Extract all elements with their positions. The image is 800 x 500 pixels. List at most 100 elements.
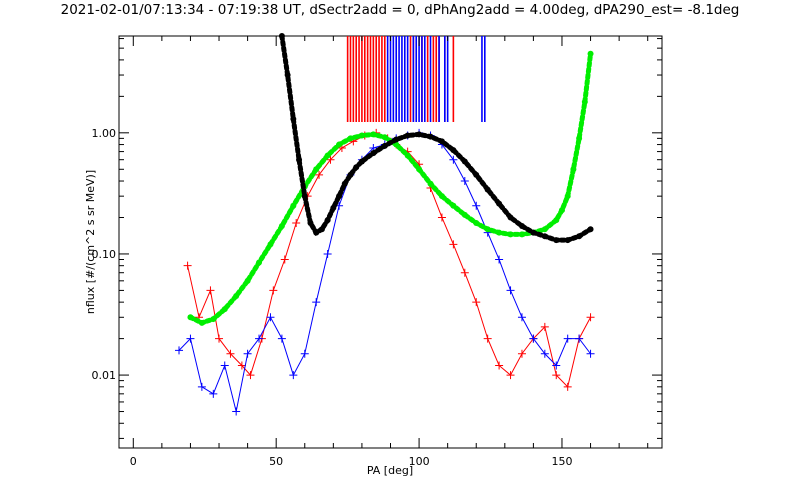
data-point-red: [563, 382, 572, 391]
data-point-red: [326, 155, 335, 164]
x-tick-label: 100: [409, 455, 430, 468]
data-point-green: [564, 193, 571, 200]
chart-title: 2021-02-01/07:13:34 - 07:19:38 UT, dSect…: [61, 2, 740, 18]
data-point-green: [484, 226, 491, 233]
data-point-red: [495, 361, 504, 370]
data-point-green: [347, 135, 354, 142]
data-point-black: [427, 133, 434, 140]
data-point-blue: [300, 349, 309, 358]
data-point-blue: [552, 361, 561, 370]
data-point-red: [280, 255, 289, 264]
data-point-black: [484, 186, 491, 193]
data-point-blue: [517, 313, 526, 322]
data-point-green: [358, 132, 365, 139]
data-point-green: [518, 231, 525, 238]
data-point-green: [244, 277, 251, 284]
data-point-black: [278, 33, 285, 39]
data-point-red: [215, 334, 224, 343]
data-point-green: [267, 241, 274, 248]
data-point-red: [292, 219, 301, 228]
data-point-green: [541, 226, 548, 233]
data-point-black: [404, 132, 411, 139]
data-point-green: [233, 292, 240, 299]
data-point-green: [336, 141, 343, 148]
data-point-black: [553, 237, 560, 244]
data-point-blue: [255, 334, 264, 343]
data-point-red: [506, 371, 515, 380]
data-point-black: [296, 156, 303, 163]
data-point-green: [404, 152, 411, 159]
data-point-blue: [277, 334, 286, 343]
data-point-green: [313, 166, 320, 173]
data-point-blue: [197, 382, 206, 391]
data-point-green: [507, 231, 514, 238]
data-point-black: [301, 193, 308, 200]
data-point-green: [290, 202, 297, 209]
data-point-red: [460, 268, 469, 277]
data-point-black: [530, 229, 537, 236]
data-point-blue: [586, 349, 595, 358]
data-point-black: [353, 164, 360, 171]
data-point-blue: [506, 286, 515, 295]
data-point-black: [284, 72, 291, 79]
data-point-blue: [186, 334, 195, 343]
data-point-blue: [529, 334, 538, 343]
data-point-green: [570, 166, 577, 173]
data-point-black: [450, 147, 457, 154]
data-point-black: [507, 214, 514, 221]
data-point-green: [221, 306, 228, 313]
data-point-red: [586, 313, 595, 322]
data-point-blue: [323, 249, 332, 258]
data-point-black: [336, 193, 343, 200]
data-point-red: [206, 286, 215, 295]
data-point-green: [210, 316, 217, 323]
data-point-red: [483, 334, 492, 343]
data-point-black: [438, 138, 445, 145]
data-point-green: [496, 229, 503, 236]
data-point-red: [552, 371, 561, 380]
data-point-green: [581, 98, 588, 105]
data-point-black: [381, 142, 388, 149]
y-axis-label: nflux [#/(cm^2 s sr MeV)]: [84, 170, 97, 314]
rug-ticks: [346, 36, 486, 122]
data-point-red: [226, 349, 235, 358]
data-point-green: [427, 180, 434, 187]
data-point-blue: [449, 155, 458, 164]
data-point-green: [370, 131, 377, 138]
x-axis-label: PA [deg]: [367, 464, 413, 477]
data-point-black: [330, 204, 337, 211]
data-point-green: [324, 152, 331, 159]
y-tick-label: 0.01: [92, 369, 117, 382]
data-point-blue: [563, 334, 572, 343]
data-point-black: [307, 220, 314, 227]
data-point-black: [564, 237, 571, 244]
y-tick-label: 1.00: [92, 127, 117, 140]
data-point-black: [347, 171, 354, 178]
data-series: [175, 33, 595, 416]
y-axis: 0.01 0.10 1.00: [92, 38, 662, 439]
data-point-black: [358, 158, 365, 165]
y-tick-label: 0.10: [92, 248, 117, 261]
data-point-black: [587, 226, 594, 233]
data-point-black: [341, 180, 348, 187]
data-point-black: [518, 223, 525, 230]
data-point-blue: [209, 389, 218, 398]
data-point-black: [393, 136, 400, 143]
data-point-green: [381, 134, 388, 141]
data-point-green: [256, 259, 263, 266]
data-point-green: [438, 193, 445, 200]
data-point-black: [290, 116, 297, 123]
data-point-green: [587, 50, 594, 57]
data-point-blue: [289, 371, 298, 380]
data-point-black: [318, 226, 325, 233]
x-tick-label: 0: [130, 455, 137, 468]
data-point-red: [315, 170, 324, 179]
data-point-green: [278, 223, 285, 230]
x-tick-label: 50: [269, 455, 283, 468]
data-point-green: [416, 166, 423, 173]
series-line-red: [187, 132, 591, 388]
data-point-black: [576, 233, 583, 240]
data-point-blue: [575, 334, 584, 343]
data-point-red: [517, 349, 526, 358]
data-point-green: [558, 207, 565, 214]
